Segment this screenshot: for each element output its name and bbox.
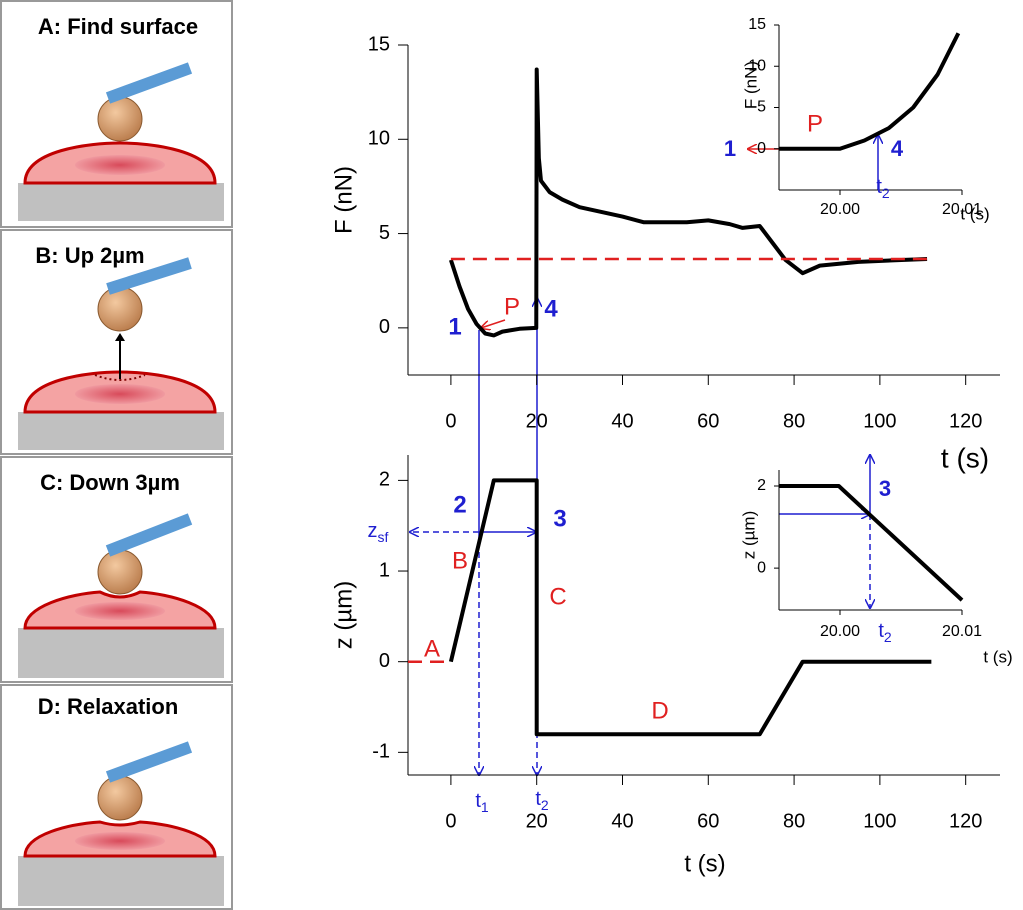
x-tick-label: 100 [863, 410, 896, 432]
annotation: 2 [453, 491, 466, 518]
x-tick-label: 40 [611, 410, 633, 432]
annotation: t2 [535, 788, 549, 812]
annotation: t1 [475, 790, 489, 814]
annotation-main: z [368, 520, 378, 542]
y-tick-label: 2 [757, 477, 766, 494]
y-tick-label: 0 [379, 316, 390, 338]
annotation: 1 [448, 313, 461, 340]
y-axis-label: F (nN) [741, 61, 760, 109]
y-tick-label: 15 [368, 33, 390, 55]
annotation: D [651, 697, 668, 724]
annotation: 4 [891, 136, 904, 161]
annotation-main: t [475, 790, 481, 812]
x-tick-label: 100 [863, 810, 896, 832]
x-tick-label: 0 [445, 410, 456, 432]
x-tick-label: 40 [611, 810, 633, 832]
x-tick-label: 120 [949, 810, 982, 832]
annotation: P [807, 110, 823, 137]
annotation: t2 [876, 176, 890, 200]
annotation: 3 [879, 476, 891, 501]
data-line [779, 32, 961, 151]
annotation: C [549, 583, 566, 610]
annotation-sub: 2 [884, 629, 892, 645]
annotation-main: t [535, 788, 541, 810]
y-tick-label: 5 [379, 222, 390, 244]
y-tick-label: 1 [379, 559, 390, 581]
y-tick-label: 15 [748, 16, 766, 33]
annotation: 3 [553, 505, 566, 532]
x-axis-label: t (s) [983, 647, 1012, 666]
panel-c: C: Down 3µm [0, 456, 233, 683]
panel-title: B: Up 2µm [35, 243, 144, 268]
y-tick-label: 5 [757, 99, 766, 116]
x-tick-label: 0 [445, 810, 456, 832]
x-tick-label: 80 [783, 810, 805, 832]
x-tick-label: 20.01 [942, 201, 982, 218]
y-tick-label: 0 [757, 559, 766, 576]
data-line [448, 67, 928, 338]
annotation-main: t [876, 176, 882, 198]
panel-b: B: Up 2µm [0, 229, 233, 455]
annotation-sub: 2 [541, 797, 549, 813]
y-tick-label: -1 [372, 741, 390, 763]
y-axis-label: z (µm) [739, 511, 758, 560]
annotation-sub: 2 [882, 185, 890, 201]
panel-a: A: Find surface [0, 0, 233, 228]
annotation: zsf [368, 520, 389, 544]
x-axis-label: t (s) [960, 204, 989, 223]
annotation: A [424, 635, 440, 662]
x-axis-label: t (s) [684, 850, 725, 877]
annotation-sub: sf [378, 529, 389, 545]
x-tick-label: 20 [526, 410, 548, 432]
y-axis-label: F (nN) [330, 166, 357, 234]
annotation-sub: 1 [481, 799, 489, 815]
y-tick-label: 10 [748, 57, 766, 74]
x-tick-label: 120 [949, 410, 982, 432]
x-tick-label: 60 [697, 410, 719, 432]
annotation-main: t [878, 620, 884, 642]
data-line [779, 484, 964, 602]
y-tick-label: 0 [757, 140, 766, 157]
annotation: 1 [724, 136, 736, 161]
x-axis-label: t (s) [941, 442, 989, 473]
panel-title: C: Down 3µm [40, 470, 180, 495]
panel-d: D: Relaxation [0, 684, 233, 910]
y-axis-label: z (µm) [330, 581, 357, 649]
y-tick-label: 2 [379, 469, 390, 491]
y-tick-label: 10 [368, 128, 390, 150]
x-tick-label: 20.00 [820, 623, 860, 640]
annotation: t2 [878, 620, 892, 644]
panel-title: D: Relaxation [38, 694, 179, 719]
annotation: P [504, 293, 520, 320]
x-tick-label: 80 [783, 410, 805, 432]
x-tick-label: 60 [697, 810, 719, 832]
data-line [448, 478, 932, 737]
x-tick-label: 20.00 [820, 201, 860, 218]
x-tick-label: 20.01 [942, 623, 982, 640]
x-tick-label: 20 [526, 810, 548, 832]
annotation: 4 [544, 295, 558, 322]
guide-arrows [410, 135, 878, 775]
panel-title: A: Find surface [38, 14, 198, 39]
y-tick-label: 0 [379, 650, 390, 672]
annotation: B [452, 547, 468, 574]
